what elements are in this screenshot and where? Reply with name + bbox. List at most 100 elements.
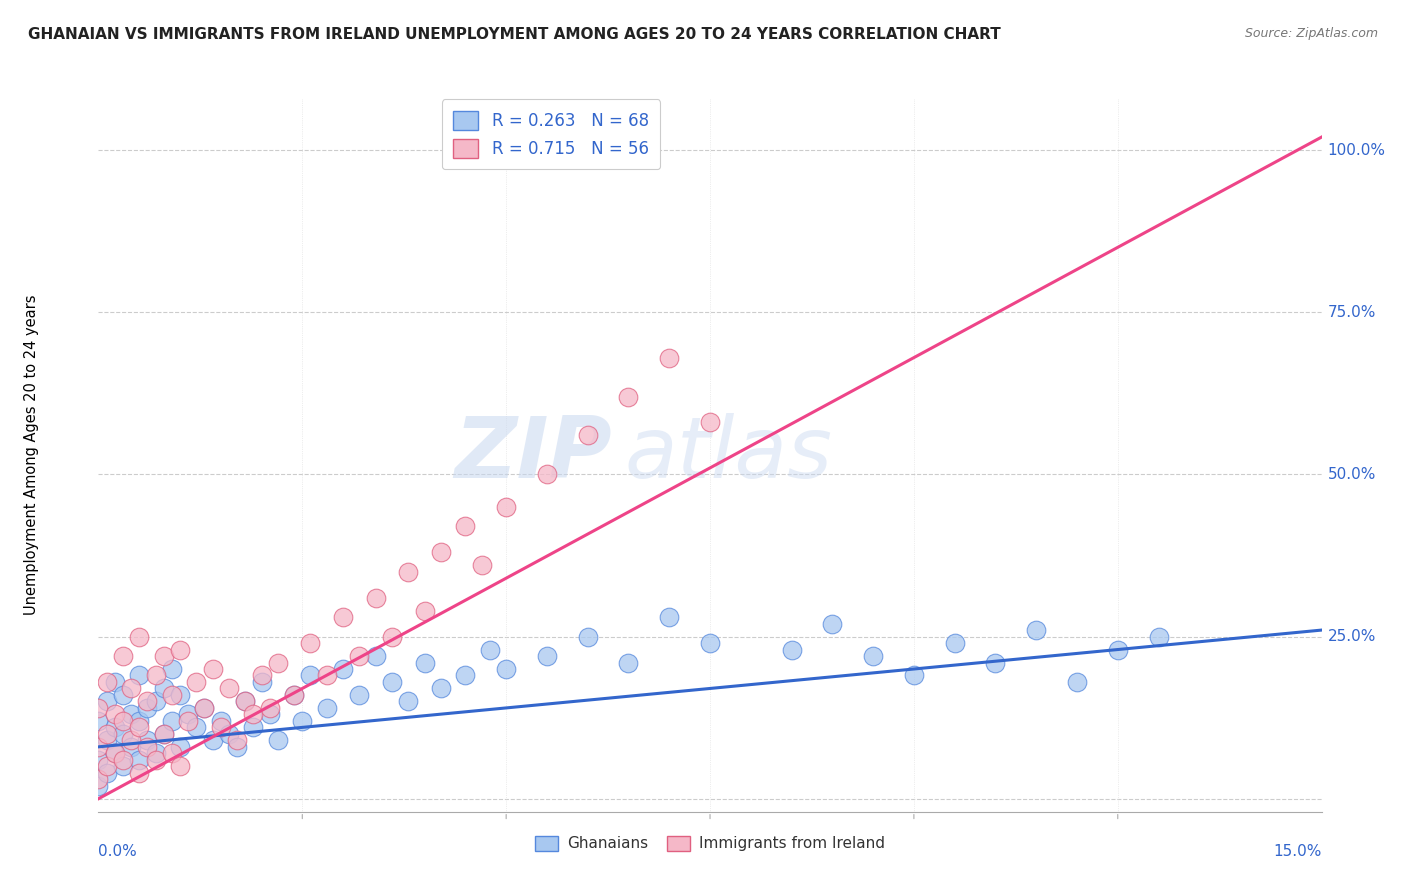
Point [283,688,305,702]
Point [87,753,110,767]
Point [658,351,681,365]
Point [104,675,127,690]
Point [267,733,290,747]
Point [576,630,599,644]
Point [267,656,290,670]
Point [160,688,183,702]
Point [87,739,110,754]
Point [471,558,494,573]
Point [87,714,110,728]
Point [128,720,150,734]
Point [177,714,200,728]
Point [193,701,215,715]
Point [495,500,517,514]
Point [381,675,404,690]
Point [478,642,501,657]
Point [160,662,183,676]
Point [250,668,273,682]
Point [233,694,256,708]
Point [136,739,159,754]
Point [413,604,436,618]
Point [193,701,215,715]
Point [152,727,174,741]
Point [136,701,159,715]
Point [576,428,599,442]
Point [332,610,354,624]
Point [177,707,200,722]
Point [617,656,640,670]
Point [120,707,142,722]
Point [396,565,419,579]
Point [169,688,191,702]
Point [111,753,134,767]
Point [242,707,264,722]
Point [299,668,322,682]
Point [186,720,208,734]
Legend: Ghanaians, Immigrants from Ireland: Ghanaians, Immigrants from Ireland [529,830,891,857]
Point [209,720,232,734]
Point [152,681,174,696]
Point [984,656,1007,670]
Point [201,662,224,676]
Point [128,753,150,767]
Point [96,694,118,708]
Point [1066,675,1088,690]
Point [349,688,371,702]
Text: 50.0%: 50.0% [1327,467,1376,482]
Point [120,733,142,747]
Point [332,662,354,676]
Point [259,707,281,722]
Point [242,720,264,734]
Point [111,688,134,702]
Point [111,727,134,741]
Point [186,675,208,690]
Point [454,668,477,682]
Point [104,720,127,734]
Point [1025,623,1047,637]
Point [209,714,232,728]
Point [381,630,404,644]
Point [233,694,256,708]
Point [96,765,118,780]
Point [903,668,925,682]
Point [96,675,118,690]
Point [364,648,387,663]
Point [430,545,453,559]
Point [104,707,127,722]
Point [169,642,191,657]
Point [111,759,134,773]
Text: 25.0%: 25.0% [1327,629,1376,644]
Point [349,648,371,663]
Point [1147,630,1170,644]
Point [87,772,110,787]
Point [136,733,159,747]
Point [152,727,174,741]
Point [201,733,224,747]
Point [136,694,159,708]
Point [396,694,419,708]
Point [96,727,118,741]
Point [454,519,477,533]
Point [96,733,118,747]
Point [226,733,249,747]
Text: 75.0%: 75.0% [1327,305,1376,319]
Point [128,630,150,644]
Point [495,662,517,676]
Point [104,747,127,761]
Text: 100.0%: 100.0% [1327,143,1386,158]
Text: Unemployment Among Ages 20 to 24 years: Unemployment Among Ages 20 to 24 years [24,294,38,615]
Point [111,714,134,728]
Point [780,642,803,657]
Point [120,739,142,754]
Point [120,681,142,696]
Point [821,616,844,631]
Point [658,610,681,624]
Point [145,747,167,761]
Text: GHANAIAN VS IMMIGRANTS FROM IRELAND UNEMPLOYMENT AMONG AGES 20 TO 24 YEARS CORRE: GHANAIAN VS IMMIGRANTS FROM IRELAND UNEM… [28,27,1001,42]
Point [364,591,387,605]
Point [1107,642,1129,657]
Point [315,668,337,682]
Point [145,753,167,767]
Point [96,759,118,773]
Point [699,416,721,430]
